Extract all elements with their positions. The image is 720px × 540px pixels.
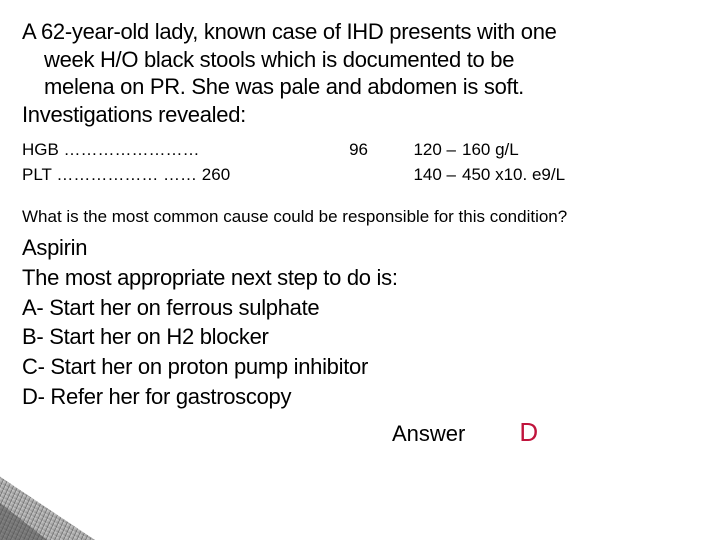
lab-range-hi: 160 g/L (462, 138, 698, 163)
answer-row: Answer D (22, 417, 698, 448)
lab-row: HGB …………………… 96 120 – 160 g/L (22, 138, 698, 163)
stem-line-3: melena on PR. She was pale and abdomen i… (22, 73, 698, 101)
slide: A 62-year-old lady, known case of IHD pr… (0, 0, 720, 540)
lab-label: PLT ……………… …… 260 (22, 163, 282, 188)
corner-decoration-icon (0, 470, 110, 540)
question-cause: What is the most common cause could be r… (22, 207, 698, 227)
lab-range-lo: 120 – (382, 138, 462, 163)
body-block: Aspirin The most appropriate next step t… (22, 233, 698, 411)
lab-row: PLT ……………… …… 260 140 – 450 x10. e9/L (22, 163, 698, 188)
answer-label: Answer (22, 421, 465, 447)
lab-results: HGB …………………… 96 120 – 160 g/L PLT ………………… (22, 138, 698, 187)
clinical-stem: A 62-year-old lady, known case of IHD pr… (22, 18, 698, 128)
lab-range-lo: 140 – (382, 163, 462, 188)
answer-cause: Aspirin (22, 233, 698, 263)
question-next-step: The most appropriate next step to do is: (22, 263, 698, 293)
option-a: A- Start her on ferrous sulphate (22, 293, 698, 323)
option-d: D- Refer her for gastroscopy (22, 382, 698, 412)
answer-value: D (465, 417, 538, 448)
lab-label: HGB …………………… (22, 138, 282, 163)
lab-value: 96 (282, 138, 382, 163)
option-c: C- Start her on proton pump inhibitor (22, 352, 698, 382)
option-b: B- Start her on H2 blocker (22, 322, 698, 352)
stem-line-2: week H/O black stools which is documente… (22, 46, 698, 74)
stem-line-4: Investigations revealed: (22, 102, 246, 127)
stem-line-1: A 62-year-old lady, known case of IHD pr… (22, 19, 557, 44)
lab-value (282, 163, 382, 188)
lab-range-hi: 450 x10. e9/L (462, 163, 698, 188)
